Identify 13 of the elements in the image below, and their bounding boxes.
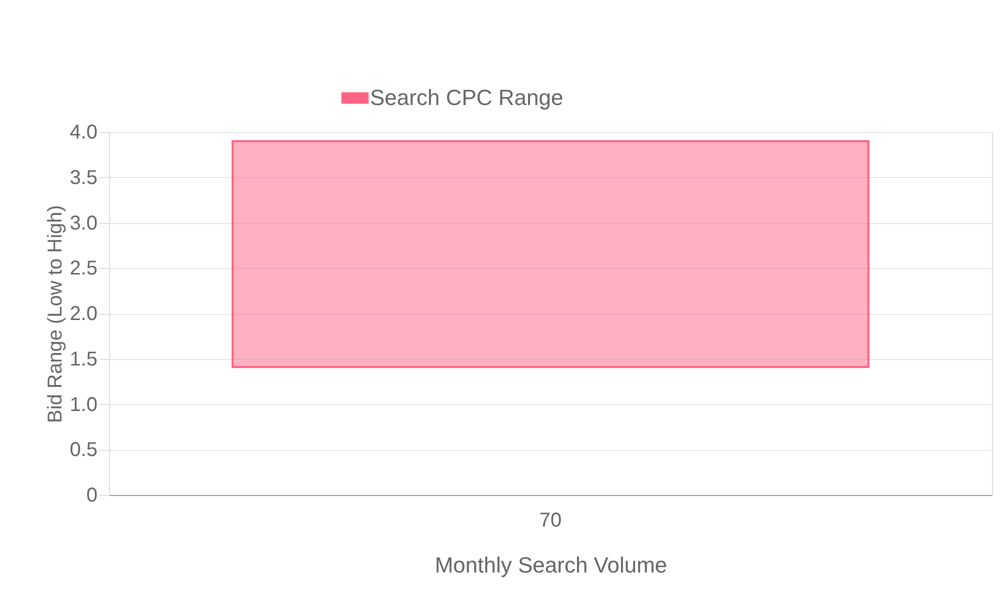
y-tick-label: 1.5 bbox=[70, 348, 98, 370]
x-axis-title: Monthly Search Volume bbox=[434, 552, 668, 578]
legend-label: Search CPC Range bbox=[370, 85, 564, 110]
y-tick-label: 2.0 bbox=[70, 303, 98, 325]
x-tick-label: 70 bbox=[539, 510, 562, 532]
y-tick-label: 3.0 bbox=[70, 212, 98, 234]
y-axis-title: Bid Range (Low to High) bbox=[44, 205, 67, 423]
y-tick-label: 2.5 bbox=[70, 258, 98, 280]
y-tick-label: 0.5 bbox=[70, 439, 98, 462]
y-tick-label: 4.0 bbox=[70, 122, 98, 144]
y-tick-label: 1.0 bbox=[70, 394, 98, 416]
y-tick-label: 3.5 bbox=[70, 166, 98, 189]
y-tick-label: 0 bbox=[86, 484, 98, 506]
